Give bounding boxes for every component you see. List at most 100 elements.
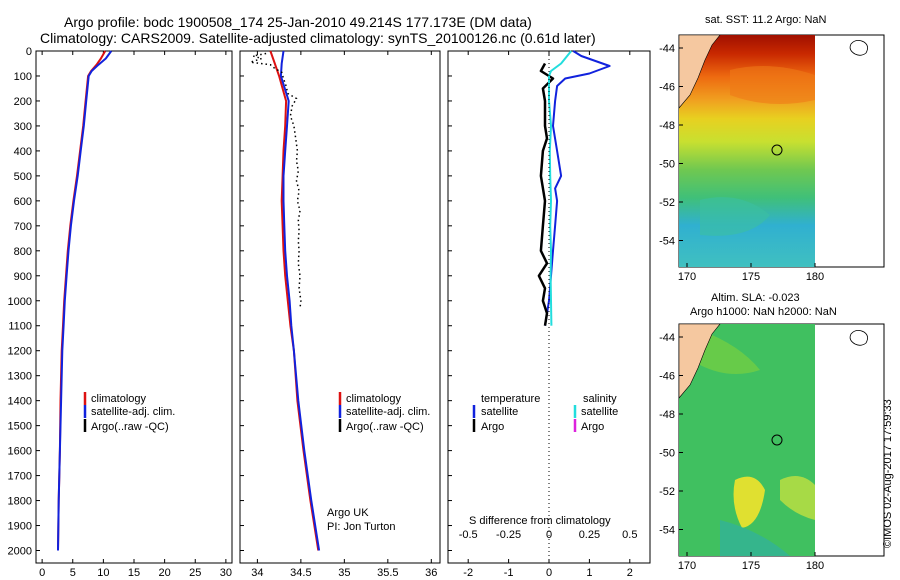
y-tick-label: 100 — [14, 71, 32, 83]
map-y-tick-label: -50 — [659, 159, 675, 171]
legend-label-satellite: satellite-adj. clim. — [346, 406, 430, 418]
map-x-tick-label: 180 — [806, 271, 824, 283]
legend-label-t-satellite: satellite — [481, 406, 518, 418]
sla-bright-patch-1 — [700, 330, 760, 374]
y-tick-label: 1500 — [8, 421, 32, 433]
legend-header-temperature: temperature — [481, 393, 540, 405]
map-y-tick-label: -52 — [659, 486, 675, 498]
legend-label-argo: Argo(..raw -QC) — [346, 421, 424, 433]
sst-map-title: sat. SST: 11.2 Argo: NaN — [705, 14, 827, 26]
x-tick-label: 15 — [128, 567, 140, 579]
y-tick-label: 1700 — [8, 471, 32, 483]
y-tick-label: 700 — [14, 221, 32, 233]
sla-map-title: Altim. SLA: -0.023 — [711, 292, 800, 304]
y-tick-label: 2000 — [8, 546, 32, 558]
map-y-tick-label: -50 — [659, 448, 675, 460]
x-tick-label: 35.5 — [377, 567, 398, 579]
sla-bright-patch-2 — [733, 476, 765, 528]
series-t-satellite — [544, 50, 611, 326]
x-tick-label: 1 — [586, 567, 592, 579]
legend-header-salinity: salinity — [583, 393, 617, 405]
x-tick-label: 0 — [39, 567, 45, 579]
sla-cool-patch — [720, 520, 790, 556]
map-x-tick-label: 180 — [806, 560, 824, 572]
map-y-tick-label: -54 — [659, 525, 675, 537]
annotation-argo-uk: Argo UK — [327, 507, 369, 519]
y-tick-label: 200 — [14, 96, 32, 108]
map-x-tick-label: 175 — [742, 271, 760, 283]
map-y-tick-label: -54 — [659, 236, 675, 248]
salinity-panel — [239, 50, 441, 564]
x-tick-label: 0 — [546, 567, 552, 579]
y-tick-label: 1300 — [8, 371, 32, 383]
argo-position-marker — [771, 144, 783, 156]
top-tick-label: -0.25 — [496, 529, 521, 541]
x-tick-label: -1 — [504, 567, 514, 579]
sst-cool-patch — [700, 197, 770, 236]
y-tick-label: 1000 — [8, 296, 32, 308]
difference-legend: temperature salinity satellite Argo sate… — [469, 393, 618, 527]
sla-bright-patch-3 — [780, 476, 815, 520]
salinity-legend: climatology satellite-adj. clim. Argo(..… — [327, 392, 430, 533]
chatham-island-2 — [849, 330, 868, 346]
map-x-tick-label: 175 — [742, 560, 760, 572]
top-tick-label: -0.5 — [459, 529, 478, 541]
legend-label-s-satellite: satellite — [581, 406, 618, 418]
x-tick-label: 34 — [251, 567, 263, 579]
y-tick-label: 500 — [14, 171, 32, 183]
map-y-tick-label: -44 — [659, 43, 675, 55]
argo-position-marker-2 — [771, 434, 783, 446]
map-y-tick-label: -52 — [659, 197, 675, 209]
map-y-tick-label: -48 — [659, 409, 675, 421]
x-tick-label: 36 — [425, 567, 437, 579]
map-axes: 170 175 180 -44 -46 -48 -50 -52 -54 170 175 180 -44 -… — [659, 43, 824, 572]
legend-label-satellite: satellite-adj. clim. — [91, 406, 175, 418]
land-new-zealand-2 — [679, 324, 721, 399]
x-tick-label: 35 — [338, 567, 350, 579]
map-y-tick-label: -44 — [659, 332, 675, 344]
figure-title-line2: Climatology: CARS2009. Satellite-adjuste… — [40, 30, 596, 46]
legend-label-climatology: climatology — [346, 393, 402, 405]
temperature-legend: climatology satellite-adj. clim. Argo(..… — [83, 392, 175, 433]
x-tick-label: 34.5 — [290, 567, 311, 579]
y-tick-label: 0 — [26, 46, 32, 58]
y-tick-label: 1200 — [8, 346, 32, 358]
y-tick-label: 1900 — [8, 521, 32, 533]
temperature-plot: 0 5 10 15 20 25 300100200300400500600700800900… — [8, 46, 232, 580]
map-x-tick-label: 170 — [678, 560, 696, 572]
y-tick-label: 1100 — [8, 321, 32, 333]
x-tick-label: 25 — [189, 567, 201, 579]
map-y-tick-label: -46 — [659, 82, 675, 94]
legend-label-t-argo: Argo — [481, 421, 504, 433]
annotation-pi: PI: Jon Turton — [327, 521, 395, 533]
chatham-island — [849, 40, 868, 56]
x-tick-label: 2 — [627, 567, 633, 579]
top-tick-label: 0.5 — [622, 529, 637, 541]
x-tick-label: 20 — [159, 567, 171, 579]
top-tick-label: 0.25 — [579, 529, 600, 541]
y-tick-label: 400 — [14, 146, 32, 158]
y-tick-label: 1800 — [8, 496, 32, 508]
y-tick-label: 900 — [14, 271, 32, 283]
map-y-tick-label: -48 — [659, 120, 675, 132]
sst-map: sat. SST: 11.2 Argo: NaN — [678, 14, 885, 268]
y-tick-label: 1400 — [8, 396, 32, 408]
figure-title-line1: Argo profile: bodc 1900508_174 25-Jan-20… — [64, 14, 532, 30]
top-tick-label: 0 — [546, 529, 552, 541]
land-new-zealand — [679, 35, 721, 109]
series-satellite-adj-clim- — [57, 50, 113, 551]
x-tick-label: 5 — [70, 567, 76, 579]
map-y-tick-label: -46 — [659, 371, 675, 383]
y-tick-label: 800 — [14, 246, 32, 258]
legend-label-argo: Argo(..raw -QC) — [91, 421, 169, 433]
sla-map: Altim. SLA: -0.023 Argo h1000: NaN h2000… — [678, 292, 885, 557]
y-tick-label: 300 — [14, 121, 32, 133]
series-satellite-adj-clim- — [279, 50, 321, 551]
series-t-argo — [537, 62, 555, 326]
x-tick-label: 30 — [220, 567, 232, 579]
x-tick-label: 10 — [97, 567, 109, 579]
y-tick-label: 1600 — [8, 446, 32, 458]
sst-warm-patch — [730, 66, 815, 104]
legend-label-climatology: climatology — [91, 393, 147, 405]
